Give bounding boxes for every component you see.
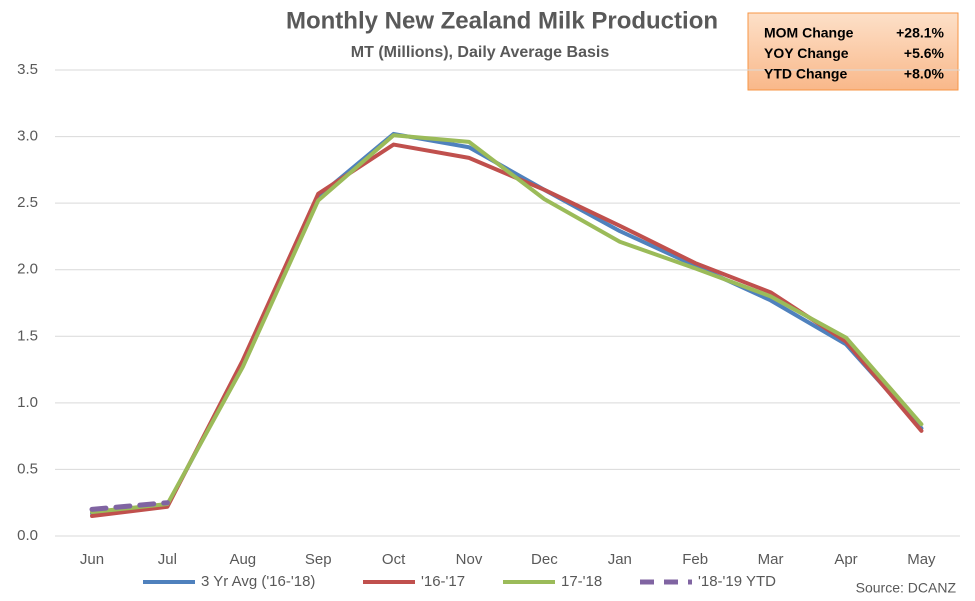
x-tick-label: Jul [158, 551, 177, 568]
series-line [90, 142, 924, 519]
y-tick-label: 0.5 [17, 460, 38, 477]
y-tick-label: 1.5 [17, 327, 38, 344]
chart-subtitle: MT (Millions), Daily Average Basis [351, 44, 610, 61]
x-tick-label: Feb [682, 551, 708, 568]
series-line [90, 133, 924, 515]
source: Source: DCANZ [856, 580, 957, 596]
stat-label: YOY Change [764, 45, 849, 61]
stat-value: +28.1% [896, 25, 944, 41]
series-line [89, 500, 170, 512]
x-tick-label: Aug [229, 551, 256, 568]
x-tick-label: Jan [608, 551, 632, 568]
stat-value: +8.0% [904, 66, 945, 82]
x-tick-label: Oct [382, 551, 406, 568]
chart-title: Monthly New Zealand Milk Production [286, 7, 718, 34]
x-tick-label: Apr [834, 551, 857, 568]
x-tick-label: Nov [456, 551, 483, 568]
legend-label: '16-'17 [421, 573, 465, 590]
stat-label: MOM Change [764, 25, 854, 41]
stat-label: YTD Change [764, 66, 847, 82]
y-tick-label: 1.0 [17, 394, 38, 411]
legend-label: 17-'18 [561, 573, 602, 590]
x-tick-label: Jun [80, 551, 104, 568]
x-tick-label: May [907, 551, 936, 568]
stat-box [747, 12, 959, 91]
y-tick-label: 3.5 [17, 61, 38, 78]
x-tick-label: Dec [531, 551, 558, 568]
y-tick-label: 0.0 [17, 527, 38, 544]
legend-label: 3 Yr Avg ('16-'18) [201, 573, 315, 590]
y-tick-label: 3.0 [17, 128, 38, 145]
x-tick-label: Sep [305, 551, 332, 568]
y-tick-label: 2.5 [17, 194, 38, 211]
stat-value: +5.6% [904, 45, 945, 61]
legend-label: '18-'19 YTD [698, 573, 776, 590]
y-tick-label: 2.0 [17, 261, 38, 278]
x-tick-label: Mar [758, 551, 784, 568]
